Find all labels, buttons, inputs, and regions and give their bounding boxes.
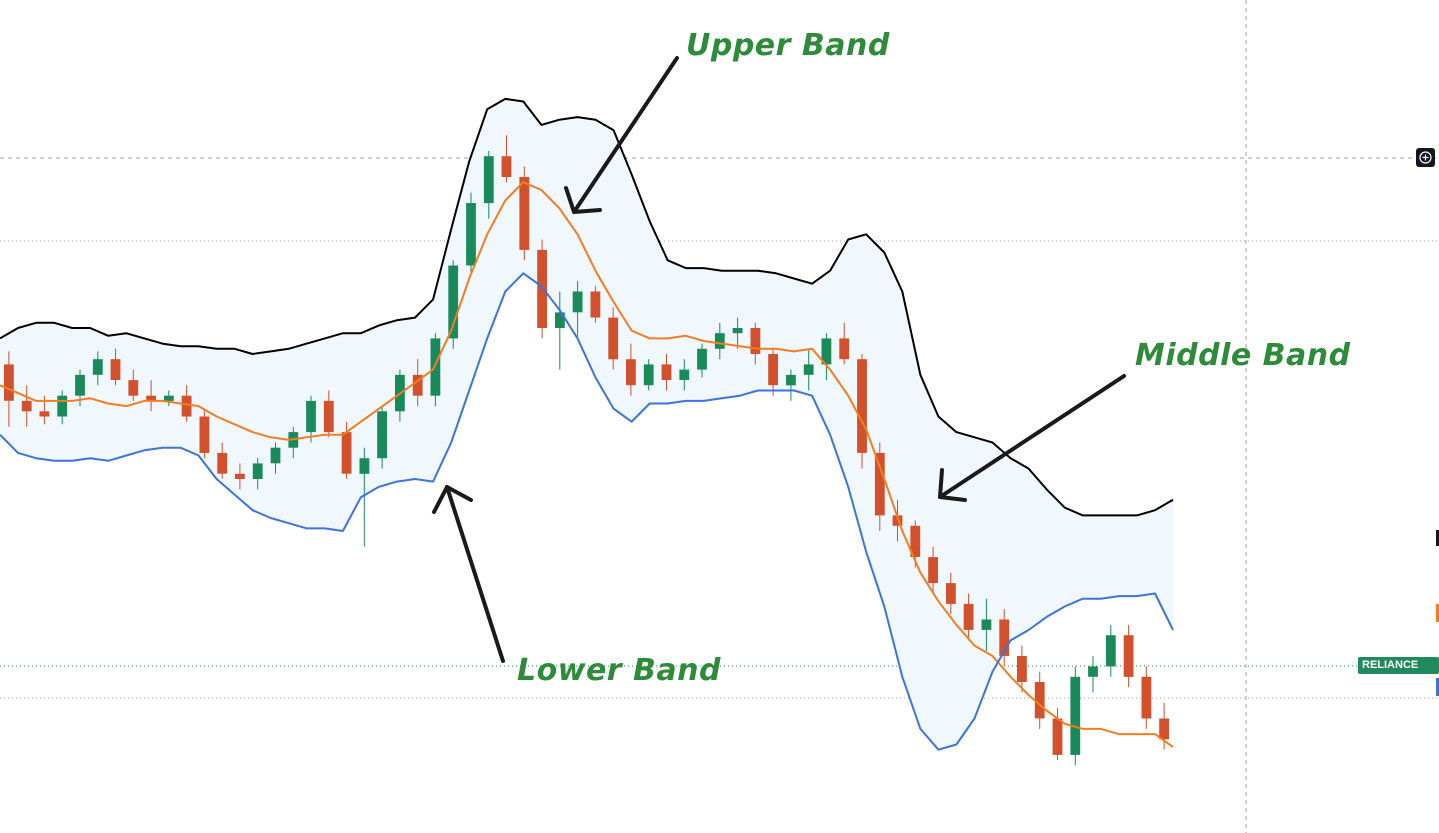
middle-band-arrow xyxy=(938,374,1126,502)
crosshair-add-button[interactable] xyxy=(1416,148,1435,167)
candle-body xyxy=(39,411,50,417)
candle-body xyxy=(270,447,281,464)
candle-body xyxy=(714,333,725,349)
band-lines xyxy=(0,97,1174,751)
candle-body xyxy=(92,359,103,375)
candle-body xyxy=(857,359,867,453)
candle-body xyxy=(572,291,583,313)
lower-band-line xyxy=(0,272,1174,751)
candle-body xyxy=(910,525,921,557)
right-edge-markers xyxy=(1436,530,1439,696)
candle-body xyxy=(732,328,743,334)
candle-body xyxy=(57,395,68,417)
candle-body xyxy=(75,374,85,396)
candle-body xyxy=(679,369,690,380)
candle-body xyxy=(821,338,832,365)
candle-body xyxy=(1088,666,1098,677)
candle-body xyxy=(217,452,228,474)
lower-band-arrow xyxy=(432,485,505,663)
candle-body xyxy=(501,156,512,177)
candle-body xyxy=(466,203,476,266)
candle-body xyxy=(661,364,672,380)
candle-body xyxy=(1052,718,1063,755)
candle-body xyxy=(377,411,387,459)
candle-body xyxy=(252,463,263,479)
candle-body xyxy=(164,395,174,401)
candle-body xyxy=(963,603,974,630)
candle-body xyxy=(235,473,245,479)
candle-body xyxy=(643,364,654,386)
candle-body xyxy=(839,338,850,360)
upper-band-line xyxy=(0,97,1174,517)
candle-body xyxy=(359,458,370,474)
lower-band-annotation: Lower Band xyxy=(517,653,721,688)
middle-band-annotation: Middle Band xyxy=(1135,338,1351,373)
band-fill xyxy=(0,98,1173,750)
candle-body xyxy=(519,177,530,250)
symbol-price-tag: RELIANCE EQ xyxy=(1358,657,1439,688)
candle-body xyxy=(946,583,956,604)
candle-body xyxy=(448,265,459,339)
candle-body xyxy=(412,374,423,396)
candle-body xyxy=(1017,656,1027,682)
candle-body xyxy=(537,249,547,328)
candle-body xyxy=(323,400,334,433)
upper-band-annotation: Upper Band xyxy=(686,28,890,63)
candles xyxy=(4,135,1169,766)
candle-body xyxy=(181,395,192,417)
candle-body xyxy=(928,557,938,584)
plus-circle-icon xyxy=(1419,151,1432,164)
candle-body xyxy=(590,291,601,318)
candle-body xyxy=(21,400,32,412)
candle-body xyxy=(874,452,885,516)
candle-body xyxy=(1123,635,1134,677)
candle-body xyxy=(146,395,156,401)
middle-band-line xyxy=(0,181,1174,748)
candle-body xyxy=(768,354,778,386)
candle-body xyxy=(786,374,796,386)
candle-body xyxy=(626,359,636,386)
candle-body xyxy=(1105,635,1116,667)
candle-body xyxy=(1141,676,1152,719)
candle-body xyxy=(608,317,619,360)
candle-body xyxy=(306,400,316,433)
candle-body xyxy=(750,328,761,354)
candle-body xyxy=(483,156,494,204)
candle-body xyxy=(697,348,707,370)
band-fill-area xyxy=(0,98,1173,750)
candle-body xyxy=(1070,676,1081,755)
candle-body xyxy=(128,380,139,396)
candle-body xyxy=(4,364,14,401)
candle-body xyxy=(110,359,121,380)
candle-body xyxy=(999,619,1010,656)
candle-body xyxy=(199,416,210,453)
candle-body xyxy=(892,515,903,526)
candle-body xyxy=(803,364,814,375)
candle-body xyxy=(341,432,352,474)
candle-body xyxy=(1159,718,1169,740)
candle-body xyxy=(1034,682,1045,719)
candle-body xyxy=(981,619,992,630)
candle-body xyxy=(430,338,441,396)
candle-body xyxy=(555,312,565,328)
upper-band-arrow xyxy=(564,56,679,214)
annotation-arrows xyxy=(432,56,1126,663)
